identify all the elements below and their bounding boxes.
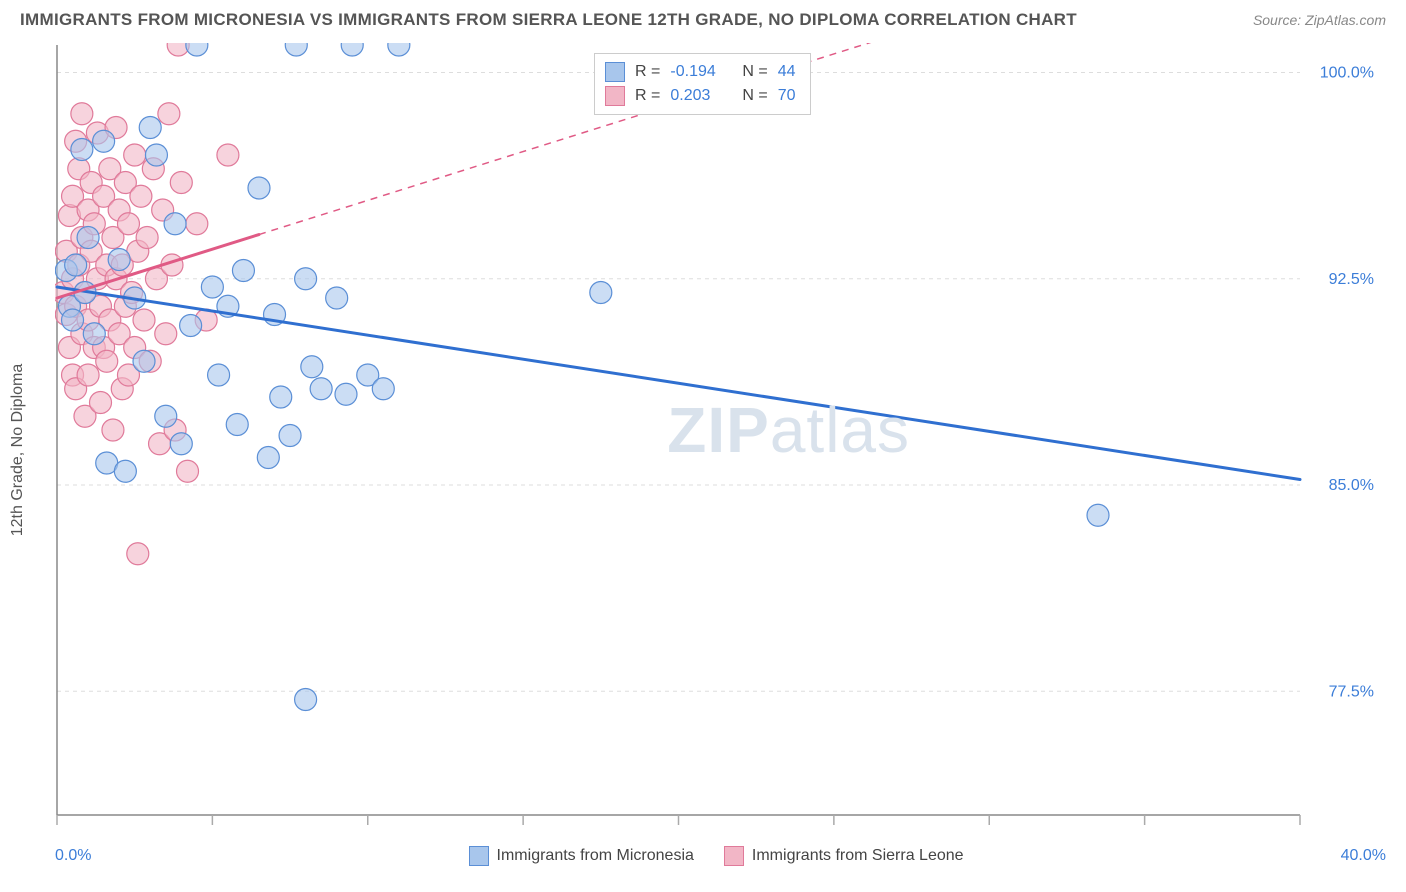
r-value: 0.203 (670, 84, 732, 108)
r-label: R = (635, 84, 660, 108)
n-value: 44 (778, 60, 796, 84)
n-label: N = (742, 60, 767, 84)
correlation-stats-box: R = -0.194 N = 44 R = 0.203 N = 70 (594, 53, 810, 115)
chart-area: 77.5% 85.0% 92.5% 100.0% R = -0.194 N = 44 R = 0… (55, 43, 1386, 838)
stats-row: R = -0.194 N = 44 (605, 60, 795, 84)
legend-item: Immigrants from Micronesia (469, 846, 694, 866)
svg-text:92.5%: 92.5% (1329, 271, 1374, 288)
legend-item: Immigrants from Sierra Leone (724, 846, 964, 866)
chart-title: IMMIGRANTS FROM MICRONESIA VS IMMIGRANTS… (20, 10, 1077, 30)
r-label: R = (635, 60, 660, 84)
legend-label: Immigrants from Sierra Leone (752, 847, 964, 865)
legend-label: Immigrants from Micronesia (497, 847, 694, 865)
x-max-label: 40.0% (1341, 847, 1386, 865)
legend-swatch (724, 846, 744, 866)
header: IMMIGRANTS FROM MICRONESIA VS IMMIGRANTS… (0, 0, 1406, 38)
bottom-legend: Immigrants from Micronesia Immigrants fro… (469, 846, 964, 866)
stats-row: R = 0.203 N = 70 (605, 84, 795, 108)
bottom-row: 0.0% Immigrants from MicronesiaImmigrant… (55, 846, 1386, 866)
source-attribution: Source: ZipAtlas.com (1253, 12, 1386, 28)
stats-swatch (605, 86, 625, 106)
scatter-chart: 77.5% 85.0% 92.5% 100.0% (55, 43, 1380, 833)
svg-text:100.0%: 100.0% (1320, 65, 1374, 82)
n-label: N = (742, 84, 767, 108)
r-value: -0.194 (670, 60, 732, 84)
y-axis-label: 12th Grade, No Diploma (9, 364, 27, 537)
svg-text:77.5%: 77.5% (1329, 683, 1374, 700)
stats-swatch (605, 62, 625, 82)
n-value: 70 (778, 84, 796, 108)
legend-swatch (469, 846, 489, 866)
svg-text:85.0%: 85.0% (1329, 477, 1374, 494)
x-min-label: 0.0% (55, 847, 91, 865)
